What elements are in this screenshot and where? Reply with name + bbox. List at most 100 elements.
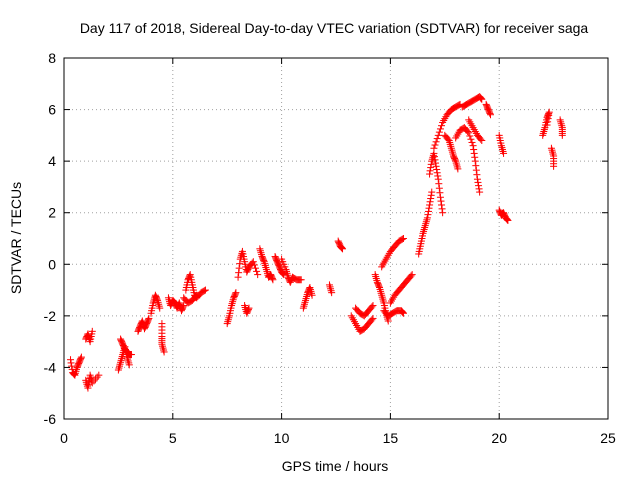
data-point: [118, 354, 126, 362]
data-point: [300, 302, 308, 310]
data-point: [438, 201, 446, 209]
data-point: [117, 358, 125, 366]
data-point: [327, 285, 335, 293]
data-point: [499, 147, 507, 155]
data-point: [471, 157, 479, 165]
data-point: [262, 264, 270, 272]
data-point: [543, 121, 551, 129]
data-point: [235, 264, 243, 272]
data-point: [477, 95, 485, 103]
data-point: [427, 195, 435, 203]
data-point: [378, 291, 386, 299]
data-point: [67, 356, 75, 364]
data-point: [472, 162, 480, 170]
data-point: [372, 274, 380, 282]
data-point: [426, 167, 434, 175]
data-point: [87, 373, 95, 381]
data-point: [433, 135, 441, 143]
data-point: [249, 258, 257, 266]
data-point: [268, 274, 276, 282]
data-point: [486, 109, 494, 117]
data-point: [438, 122, 446, 130]
data-point: [545, 111, 553, 119]
data-point: [225, 314, 233, 322]
data-point: [544, 115, 552, 123]
data-point: [558, 131, 566, 139]
data-point: [339, 245, 347, 253]
data-point: [377, 287, 385, 295]
data-point: [125, 359, 133, 367]
data-point: [435, 184, 443, 192]
data-point: [436, 189, 444, 197]
x-tick-label: 10: [274, 430, 290, 446]
data-point: [326, 283, 334, 291]
data-point: [245, 304, 253, 312]
data-point: [328, 289, 336, 297]
data-point: [251, 264, 259, 272]
data-point: [368, 303, 376, 311]
data-point: [435, 180, 443, 188]
data-point: [193, 291, 201, 299]
y-tick-label: 0: [48, 256, 56, 272]
data-point: [228, 300, 236, 308]
data-point: [447, 142, 455, 150]
data-point: [448, 146, 456, 154]
data-point: [549, 150, 557, 158]
data-point: [257, 249, 265, 257]
data-point: [548, 146, 556, 154]
data-point: [158, 342, 166, 350]
data-point: [399, 309, 407, 317]
data-point: [432, 159, 440, 167]
data-point: [124, 357, 132, 365]
data-point: [498, 146, 506, 154]
data-point: [540, 127, 548, 135]
data-point: [436, 125, 444, 133]
data-point: [435, 128, 443, 136]
data-point: [426, 170, 434, 178]
data-point: [427, 191, 435, 199]
data-point: [159, 344, 167, 352]
data-point: [256, 247, 264, 255]
data-point: [453, 163, 461, 171]
data-point: [433, 166, 441, 174]
data-point: [547, 144, 555, 152]
data-point: [423, 216, 431, 224]
data-point: [500, 149, 508, 157]
data-point: [86, 371, 94, 379]
data-point: [544, 118, 552, 126]
y-tick-label: 6: [48, 102, 56, 118]
data-point: [299, 304, 307, 312]
data-point: [539, 131, 547, 139]
data-point: [160, 348, 168, 356]
chart-title: Day 117 of 2018, Sidereal Day-to-day VTE…: [80, 20, 589, 36]
grid-lines: [64, 58, 608, 419]
data-point: [468, 138, 476, 146]
data-point: [84, 381, 92, 389]
data-point: [426, 201, 434, 209]
data-point: [474, 178, 482, 186]
data-point: [297, 276, 305, 284]
data-point: [371, 271, 379, 279]
data-point: [372, 273, 380, 281]
data-point: [421, 224, 429, 232]
data-point: [95, 371, 103, 379]
data-point: [476, 188, 484, 196]
data-point: [426, 198, 434, 206]
data-point: [444, 135, 452, 143]
data-point: [327, 287, 335, 295]
data-point: [254, 271, 262, 279]
x-tick-label: 5: [169, 430, 177, 446]
data-point: [224, 318, 232, 326]
data-point: [431, 141, 439, 149]
data-point: [558, 122, 566, 130]
data-point: [338, 244, 346, 252]
plot-frame: [63, 57, 609, 420]
data-point: [180, 302, 188, 310]
data-point: [434, 131, 442, 139]
data-point: [223, 320, 231, 328]
data-point: [127, 351, 135, 359]
x-axis-label: GPS time / hours: [282, 458, 389, 474]
data-point: [472, 166, 480, 174]
data-point: [368, 316, 376, 324]
data-point: [369, 314, 377, 322]
